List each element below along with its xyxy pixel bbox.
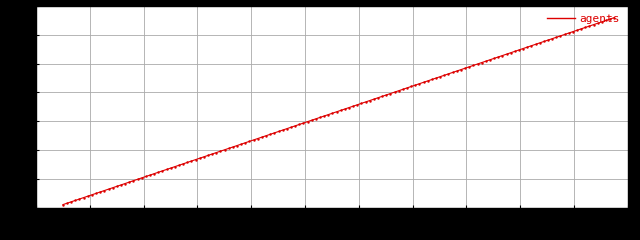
Legend: agents: agents bbox=[545, 12, 622, 26]
X-axis label: minutes: minutes bbox=[308, 228, 356, 238]
Y-axis label: level, #: level, # bbox=[2, 80, 12, 134]
